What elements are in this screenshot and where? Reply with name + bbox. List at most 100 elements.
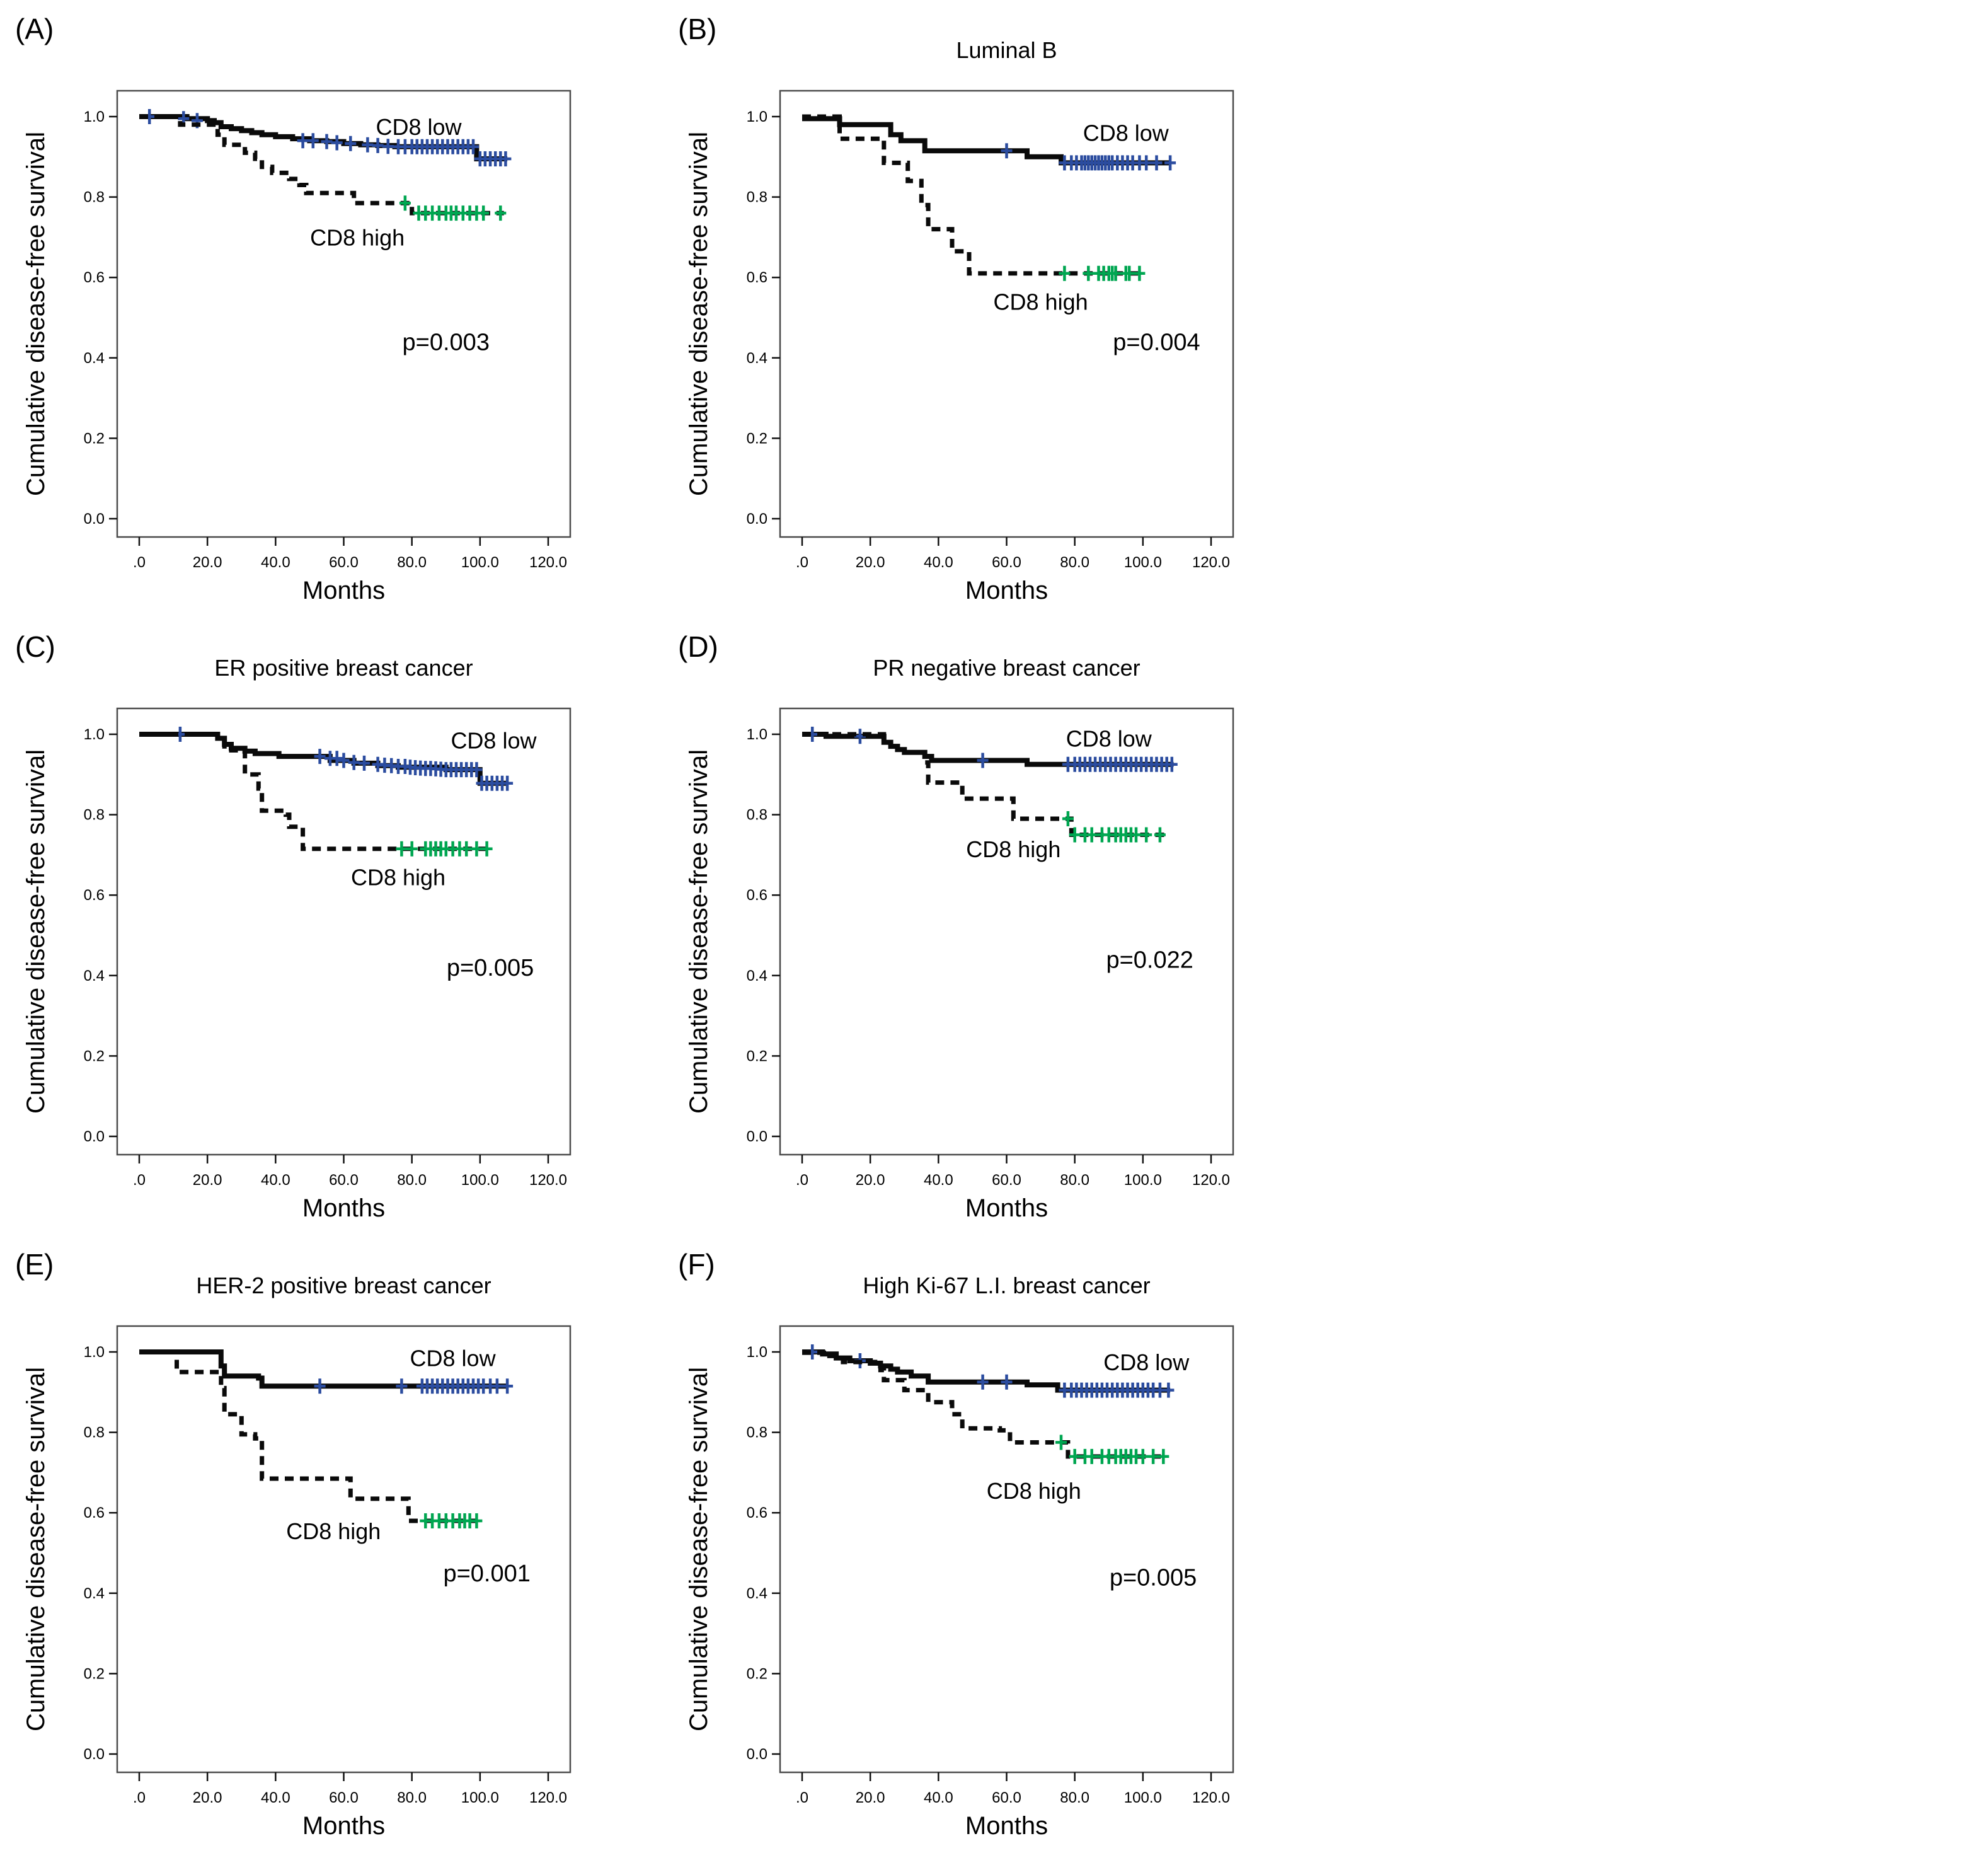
cd8-low-censor-marks	[174, 727, 514, 791]
cd8-low-censor-marks	[1001, 143, 1176, 171]
panel-title: Luminal B	[956, 37, 1057, 63]
x-tick-label: 60.0	[329, 1789, 359, 1806]
panel-title: PR negative breast cancer	[873, 655, 1140, 681]
y-tick-label: 0.4	[84, 350, 105, 367]
x-tick-label: 60.0	[992, 1789, 1021, 1806]
y-tick-label: 0.6	[747, 269, 767, 286]
p-value-label: p=0.005	[447, 955, 534, 981]
x-tick-label: .0	[796, 1789, 808, 1806]
y-axis-label: Cumulative disease-free survival	[22, 132, 50, 496]
cd8-high-censor-marks	[1059, 265, 1146, 281]
cd8-low-label: CD8 low	[1103, 1349, 1190, 1375]
cd8-high-label: CD8 high	[994, 289, 1088, 315]
plot-box	[779, 707, 1234, 1156]
x-tick-label: .0	[133, 1172, 146, 1189]
x-tick-label: 80.0	[397, 1172, 427, 1189]
y-axis-label: Cumulative disease-free survival	[22, 1367, 50, 1731]
cd8-high-label: CD8 high	[966, 836, 1060, 862]
km-panel-E: .0 20.0 40.0 60.0 80.0 100.0 120.0 0.0 0.2 0.4 0.6…	[15, 1248, 572, 1840]
y-tick-label: 0.6	[84, 887, 105, 904]
y-tick-label: 0.8	[747, 807, 767, 824]
x-tick-label: 80.0	[397, 1789, 427, 1806]
x-tick-label: 60.0	[992, 554, 1021, 571]
x-tick-label: 20.0	[193, 554, 222, 571]
y-tick-label: 0.0	[84, 511, 105, 528]
y-tick-label: 0.8	[84, 189, 105, 206]
y-tick-label: 0.2	[747, 1048, 767, 1065]
x-tick-label: 120.0	[1192, 1172, 1230, 1189]
cd8-high-label: CD8 high	[286, 1518, 381, 1544]
x-tick-label: 80.0	[1060, 1172, 1089, 1189]
panel-letter: (C)	[15, 630, 55, 663]
panel-title: High Ki-67 L.I. breast cancer	[863, 1273, 1150, 1298]
y-tick-label: 1.0	[747, 726, 767, 743]
y-tick-label: 0.4	[747, 967, 767, 984]
x-axis-label: Months	[302, 1812, 385, 1840]
x-tick-label: 100.0	[1124, 554, 1162, 571]
y-tick-label: 1.0	[84, 726, 105, 743]
cd8-low-censor-marks	[807, 727, 1178, 772]
cd8-low-label: CD8 low	[1066, 725, 1152, 751]
km-panel-B: .0 20.0 40.0 60.0 80.0 100.0 120.0 0.0 0.2 0.4 0.6…	[678, 13, 1234, 604]
cd8-high-censor-marks	[420, 1513, 483, 1528]
y-tick-label: 1.0	[84, 1344, 105, 1361]
x-axis-label: Months	[302, 1194, 385, 1222]
y-tick-label: 0.6	[84, 269, 105, 286]
x-tick-label: 20.0	[856, 554, 885, 571]
x-tick-label: 120.0	[529, 1172, 567, 1189]
y-tick-label: 0.4	[84, 967, 105, 984]
cd8-high-curve	[802, 114, 1143, 276]
cd8-high-label: CD8 high	[351, 864, 445, 890]
x-tick-label: .0	[133, 554, 146, 571]
x-axis-label: Months	[965, 1194, 1048, 1222]
x-tick-label: 20.0	[193, 1789, 222, 1806]
y-tick-label: 0.4	[747, 350, 767, 367]
cd8-high-censor-marks	[1055, 1434, 1169, 1464]
y-tick-label: 1.0	[747, 1344, 767, 1361]
y-tick-label: 0.4	[747, 1585, 767, 1602]
p-value-label: p=0.004	[1113, 329, 1200, 355]
y-tick-label: 0.4	[84, 1585, 105, 1602]
p-value-label: p=0.005	[1110, 1564, 1197, 1591]
y-tick-label: 0.6	[747, 887, 767, 904]
panel-letter: (D)	[678, 630, 718, 663]
x-tick-label: 40.0	[924, 1789, 953, 1806]
x-tick-label: 40.0	[261, 1789, 290, 1806]
x-axis-label: Months	[965, 577, 1048, 604]
x-tick-label: 20.0	[856, 1789, 885, 1806]
y-axis-label: Cumulative disease-free survival	[685, 132, 713, 496]
x-tick-label: 80.0	[1060, 1789, 1089, 1806]
x-tick-label: 20.0	[193, 1172, 222, 1189]
cd8-high-censor-marks	[399, 195, 507, 221]
km-panel-C: .0 20.0 40.0 60.0 80.0 100.0 120.0 0.0 0.2 0.4 0.6…	[15, 630, 572, 1222]
x-tick-label: 40.0	[261, 554, 290, 571]
plot-box	[116, 707, 572, 1156]
x-tick-label: .0	[796, 554, 808, 571]
y-tick-label: 0.8	[84, 807, 105, 824]
x-tick-label: 20.0	[856, 1172, 885, 1189]
km-panel-F: .0 20.0 40.0 60.0 80.0 100.0 120.0 0.0 0.2 0.4 0.6…	[678, 1248, 1234, 1840]
panel-letter: (F)	[678, 1248, 715, 1281]
panel-letter: (E)	[15, 1248, 54, 1281]
cd8-low-censor-marks	[144, 109, 512, 166]
km-panel-D: .0 20.0 40.0 60.0 80.0 100.0 120.0 0.0 0.2 0.4 0.6…	[678, 630, 1234, 1222]
x-tick-label: 120.0	[1192, 1789, 1230, 1806]
y-tick-label: 0.2	[84, 1665, 105, 1682]
cd8-low-curve	[802, 116, 1171, 166]
p-value-label: p=0.001	[443, 1561, 530, 1587]
y-tick-label: 0.0	[84, 1128, 105, 1145]
x-tick-label: 40.0	[261, 1172, 290, 1189]
y-tick-label: 0.0	[747, 1128, 767, 1145]
y-axis-label: Cumulative disease-free survival	[685, 749, 713, 1114]
km-survival-figure: .0 20.0 40.0 60.0 80.0 100.0 120.0 0.0 0.2 0.4 0.6…	[15, 13, 1234, 1840]
x-tick-label: 60.0	[329, 1172, 359, 1189]
panel-letter: (B)	[678, 13, 716, 45]
x-tick-label: 100.0	[1124, 1789, 1162, 1806]
panel-title: HER-2 positive breast cancer	[196, 1273, 491, 1298]
y-axis-label: Cumulative disease-free survival	[685, 1367, 713, 1731]
x-tick-label: 60.0	[992, 1172, 1021, 1189]
cd8-low-label: CD8 low	[451, 728, 537, 754]
p-value-label: p=0.003	[403, 329, 490, 355]
cd8-high-curve	[139, 732, 487, 851]
km-panel-A: .0 20.0 40.0 60.0 80.0 100.0 120.0 0.0 0.2 0.4 0.6…	[15, 13, 572, 604]
